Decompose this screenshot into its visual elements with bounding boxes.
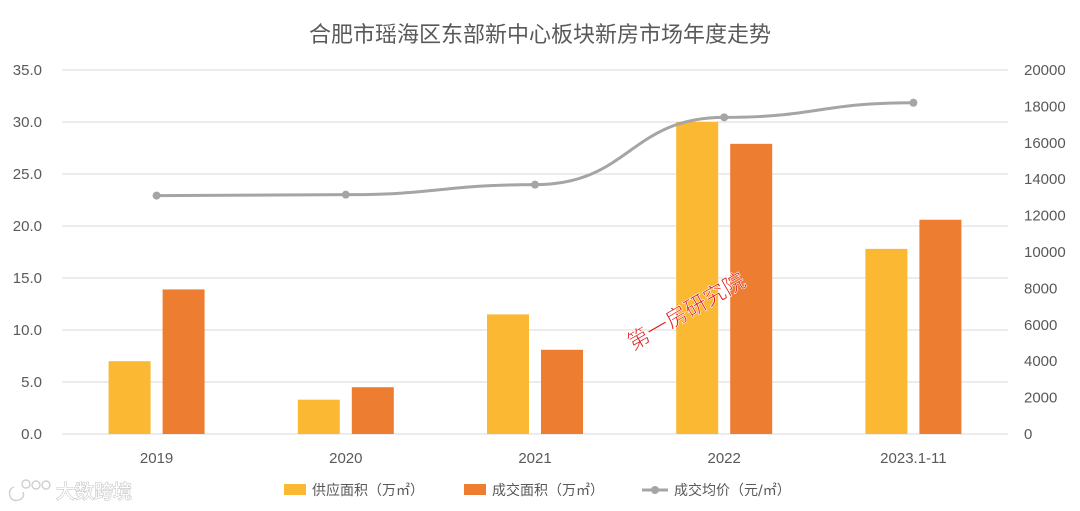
price-point	[341, 190, 350, 199]
bar	[919, 219, 962, 434]
brand-logo: 大数跨境	[8, 479, 133, 504]
left-tick-label: 35.0	[13, 62, 42, 79]
right-tick-label: 14000	[1024, 171, 1066, 188]
right-tick-label: 2000	[1024, 390, 1057, 407]
left-tick-label: 5.0	[21, 374, 42, 391]
legend-marker	[651, 486, 659, 494]
bars	[108, 122, 962, 434]
left-axis: 0.0 5.0 10.0 15.0 20.0 25.0 30.0 35.0	[13, 62, 42, 443]
price-line-path	[156, 101, 914, 198]
right-tick-label: 0	[1024, 426, 1032, 443]
bar	[351, 387, 394, 434]
right-tick-label: 18000	[1024, 98, 1066, 115]
x-tick-label: 2019	[140, 450, 173, 467]
price-point	[909, 98, 918, 107]
left-tick-label: 10.0	[13, 322, 42, 339]
left-tick-label: 20.0	[13, 218, 42, 235]
bar	[297, 399, 340, 434]
bar	[676, 122, 719, 434]
gridlines	[62, 69, 1008, 435]
x-tick-label: 2023.1-11	[880, 450, 946, 467]
legend-label: 成交均价（元/㎡）	[674, 482, 791, 499]
legend-label: 供应面积（万㎡）	[312, 482, 424, 499]
bar	[162, 289, 205, 434]
price-point	[720, 113, 729, 122]
left-tick-label: 15.0	[13, 270, 42, 287]
right-tick-label: 12000	[1024, 208, 1066, 225]
x-tick-label: 2022	[708, 450, 741, 467]
right-tick-label: 8000	[1024, 280, 1057, 297]
right-tick-label: 20000	[1024, 62, 1066, 79]
right-tick-label: 6000	[1024, 317, 1057, 334]
legend-label: 成交面积（万㎡）	[492, 482, 604, 499]
legend: 供应面积（万㎡） 成交面积（万㎡） 成交均价（元/㎡）	[284, 482, 791, 499]
logo-mark-icon	[8, 479, 51, 502]
left-tick-label: 25.0	[13, 166, 42, 183]
x-tick-label: 2021	[518, 450, 551, 467]
left-tick-label: 0.0	[21, 426, 42, 443]
right-tick-label: 10000	[1024, 244, 1066, 261]
price-point	[152, 191, 161, 200]
price-point	[531, 180, 539, 189]
right-axis: 0 2000 4000 6000 8000 10000 12000 14000 16000 180…	[1024, 62, 1066, 443]
bar	[730, 143, 773, 434]
left-tick-label: 30.0	[13, 114, 42, 131]
price-line	[152, 98, 918, 200]
logo-text: 大数跨境	[56, 481, 132, 503]
bar	[541, 349, 583, 434]
chart-title: 合肥市瑶海区东部新中心板块新房市场年度走势	[309, 23, 771, 48]
right-tick-label: 4000	[1024, 353, 1057, 370]
legend-swatch	[464, 484, 486, 495]
x-axis: 2019 2020 2021 2022 2023.1-11	[140, 450, 947, 467]
right-tick-label: 16000	[1024, 135, 1066, 152]
bar	[108, 361, 151, 434]
bar	[487, 314, 529, 434]
legend-swatch	[284, 484, 306, 495]
bar	[865, 248, 908, 434]
x-tick-label: 2020	[329, 450, 362, 467]
